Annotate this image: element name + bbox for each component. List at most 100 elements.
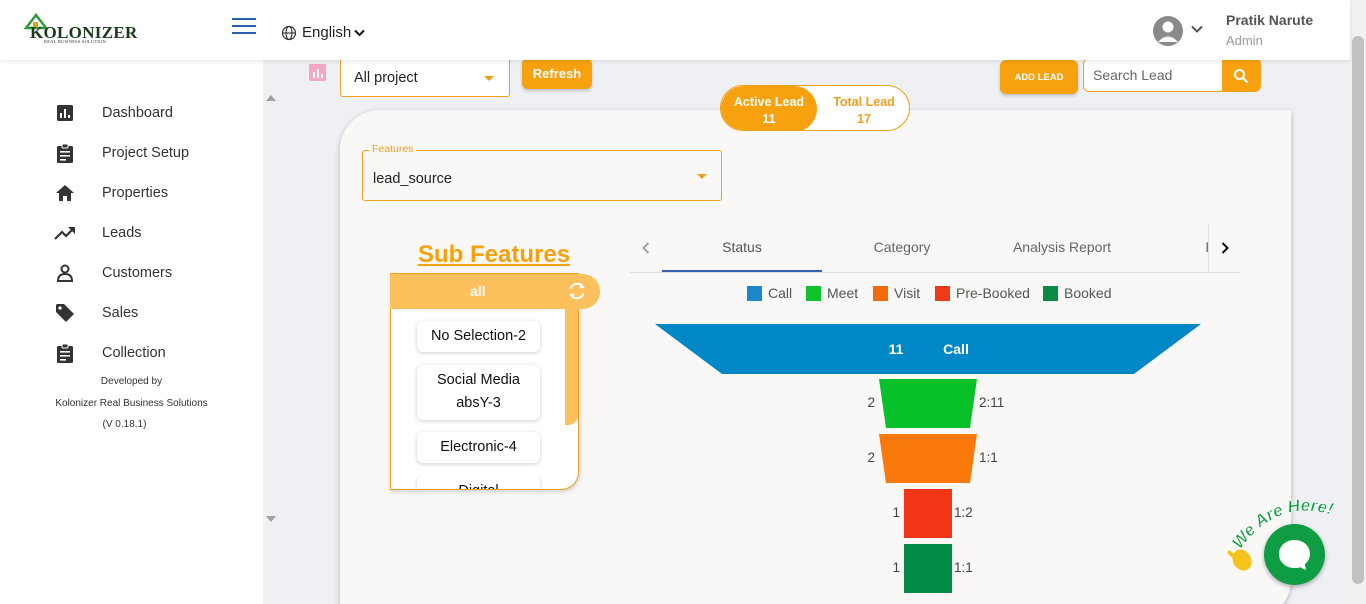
scroll-down-arrow-icon[interactable] xyxy=(266,516,276,522)
tab-analysis-report[interactable]: Analysis Report xyxy=(1012,239,1112,255)
caret-down-icon xyxy=(697,174,707,179)
legend-swatch xyxy=(806,285,821,301)
bar-chart-icon xyxy=(54,102,76,124)
project-select[interactable]: All project xyxy=(340,58,510,97)
funnel-segment-meet[interactable] xyxy=(879,379,977,428)
sidebar-item-customers[interactable]: Customers xyxy=(54,261,172,285)
chart-icon[interactable] xyxy=(309,64,326,81)
language-selector[interactable]: English xyxy=(281,24,365,41)
clipboard-icon xyxy=(54,142,76,164)
legend-swatch xyxy=(1043,285,1058,301)
search-icon xyxy=(1234,69,1249,84)
logo-subtext: REAL BUSINESS SOLUTION xyxy=(44,39,106,44)
user-name: Pratik Narute xyxy=(1226,12,1314,28)
sub-feature-chip[interactable]: No Selection-2 xyxy=(417,321,540,352)
total-lead-label: Total Lead xyxy=(833,95,895,109)
home-icon xyxy=(54,182,76,204)
sidebar-item-collection[interactable]: Collection xyxy=(54,341,166,365)
legend-swatch xyxy=(873,285,888,301)
tab-status[interactable]: Status xyxy=(662,224,822,272)
user-menu-chevron-icon[interactable] xyxy=(1190,22,1204,36)
user-avatar-icon xyxy=(1158,21,1178,42)
logo-house-icon xyxy=(23,12,49,30)
user-avatar[interactable] xyxy=(1153,16,1183,46)
sidebar-item-label: Customers xyxy=(102,265,173,281)
sub-features-scrollbar[interactable] xyxy=(565,308,578,425)
person-icon xyxy=(54,262,76,284)
menu-toggle-icon[interactable] xyxy=(232,18,256,36)
sub-feature-chip[interactable]: Digital xyxy=(417,476,540,489)
chat-button[interactable] xyxy=(1264,524,1325,585)
language-label: English xyxy=(302,24,352,41)
sidebar-item-properties[interactable]: Properties xyxy=(54,181,168,205)
funnel-segment-visit[interactable] xyxy=(879,434,977,483)
sidebar-item-dashboard[interactable]: Dashboard xyxy=(54,101,173,125)
chevron-left-icon xyxy=(642,242,650,254)
sidebar-item-leads[interactable]: Leads xyxy=(54,221,142,245)
chart-tabs: Status Category Analysis Report Effort xyxy=(630,224,1240,273)
sidebar-item-label: Leads xyxy=(102,225,142,241)
chat-bubble-icon xyxy=(1279,540,1310,570)
scroll-up-arrow-icon[interactable] xyxy=(266,95,276,101)
legend-item-call[interactable]: Call xyxy=(747,285,792,301)
legend-item-visit[interactable]: Visit xyxy=(873,285,920,301)
tag-icon xyxy=(54,302,76,324)
legend-label: Pre-Booked xyxy=(956,285,1030,301)
sidebar-item-label: Sales xyxy=(102,305,139,321)
sidebar-item-project-setup[interactable]: Project Setup xyxy=(54,141,189,165)
legend-swatch xyxy=(747,285,762,301)
kolonizer-logo[interactable]: KOLONIZER REAL BUSINESS SOLUTION xyxy=(22,12,137,46)
active-lead-toggle[interactable]: Active Lead 11 xyxy=(721,86,817,130)
features-select[interactable]: Features lead_source xyxy=(362,143,722,201)
legend-item-booked[interactable]: Booked xyxy=(1043,285,1111,301)
total-lead-count: 17 xyxy=(857,112,871,126)
sub-features-header[interactable]: all xyxy=(390,274,600,309)
sub-features-all-label: all xyxy=(470,283,486,299)
sidebar-item-label: Project Setup xyxy=(102,145,190,161)
tab-scroll-right[interactable] xyxy=(1208,224,1240,272)
lead-toggle: Active Lead 11 Total Lead 17 xyxy=(720,85,910,131)
sub-feature-clip: Digital xyxy=(391,476,565,489)
sub-feature-chip[interactable]: Electronic-4 xyxy=(417,432,540,463)
project-select-value: All project xyxy=(354,70,418,86)
sub-feature-chip[interactable]: Social Media absY-3 xyxy=(417,365,540,420)
page-scrollbar-thumb[interactable] xyxy=(1352,36,1364,584)
tab-scroll-left[interactable] xyxy=(630,224,662,272)
sidebar xyxy=(0,60,263,604)
sidebar-scrollbar[interactable] xyxy=(263,92,280,528)
funnel-segment-call[interactable] xyxy=(655,324,1201,374)
funnel-ratio-label: 1:2 xyxy=(954,504,973,520)
tab-category[interactable]: Category xyxy=(873,239,931,255)
legend-swatch xyxy=(935,285,950,301)
search-button[interactable] xyxy=(1222,59,1260,91)
caret-down-icon xyxy=(484,76,494,81)
company-name: Kolonizer Real Business Solutions xyxy=(55,398,208,409)
sidebar-item-label: Dashboard xyxy=(102,105,173,121)
refresh-button[interactable]: Refresh xyxy=(522,58,592,89)
search-lead-input[interactable] xyxy=(1093,67,1223,83)
legend-item-pre-booked[interactable]: Pre-Booked xyxy=(935,285,1030,301)
funnel-segment-pre-booked[interactable] xyxy=(904,489,952,538)
sidebar-item-sales[interactable]: Sales xyxy=(54,301,138,325)
sidebar-item-label: Collection xyxy=(102,345,166,361)
search-lead-field xyxy=(1083,58,1261,92)
legend-label: Call xyxy=(768,285,793,301)
funnel-value-label: 11 xyxy=(889,341,904,357)
developed-by-label: Developed by xyxy=(100,376,163,387)
funnel-value-label: 1 xyxy=(892,504,900,520)
app-version: (V 0.18.1) xyxy=(102,419,147,430)
sub-features-title: Sub Features xyxy=(418,241,571,268)
total-lead-toggle[interactable]: Total Lead 17 xyxy=(817,86,909,130)
funnel-ratio-label: 1:1 xyxy=(954,559,973,575)
globe-icon xyxy=(281,25,297,40)
funnel-value-label: 2 xyxy=(867,394,875,410)
add-lead-button[interactable]: ADD LEAD xyxy=(1000,60,1078,94)
refresh-icon[interactable] xyxy=(566,280,588,302)
funnel-ratio-label: 1:1 xyxy=(979,449,998,465)
trending-up-icon xyxy=(54,222,76,244)
chevron-down-icon xyxy=(354,29,365,36)
features-value: lead_source xyxy=(373,171,452,187)
funnel-segment-booked[interactable] xyxy=(904,544,952,593)
legend-item-meet[interactable]: Meet xyxy=(806,285,858,301)
